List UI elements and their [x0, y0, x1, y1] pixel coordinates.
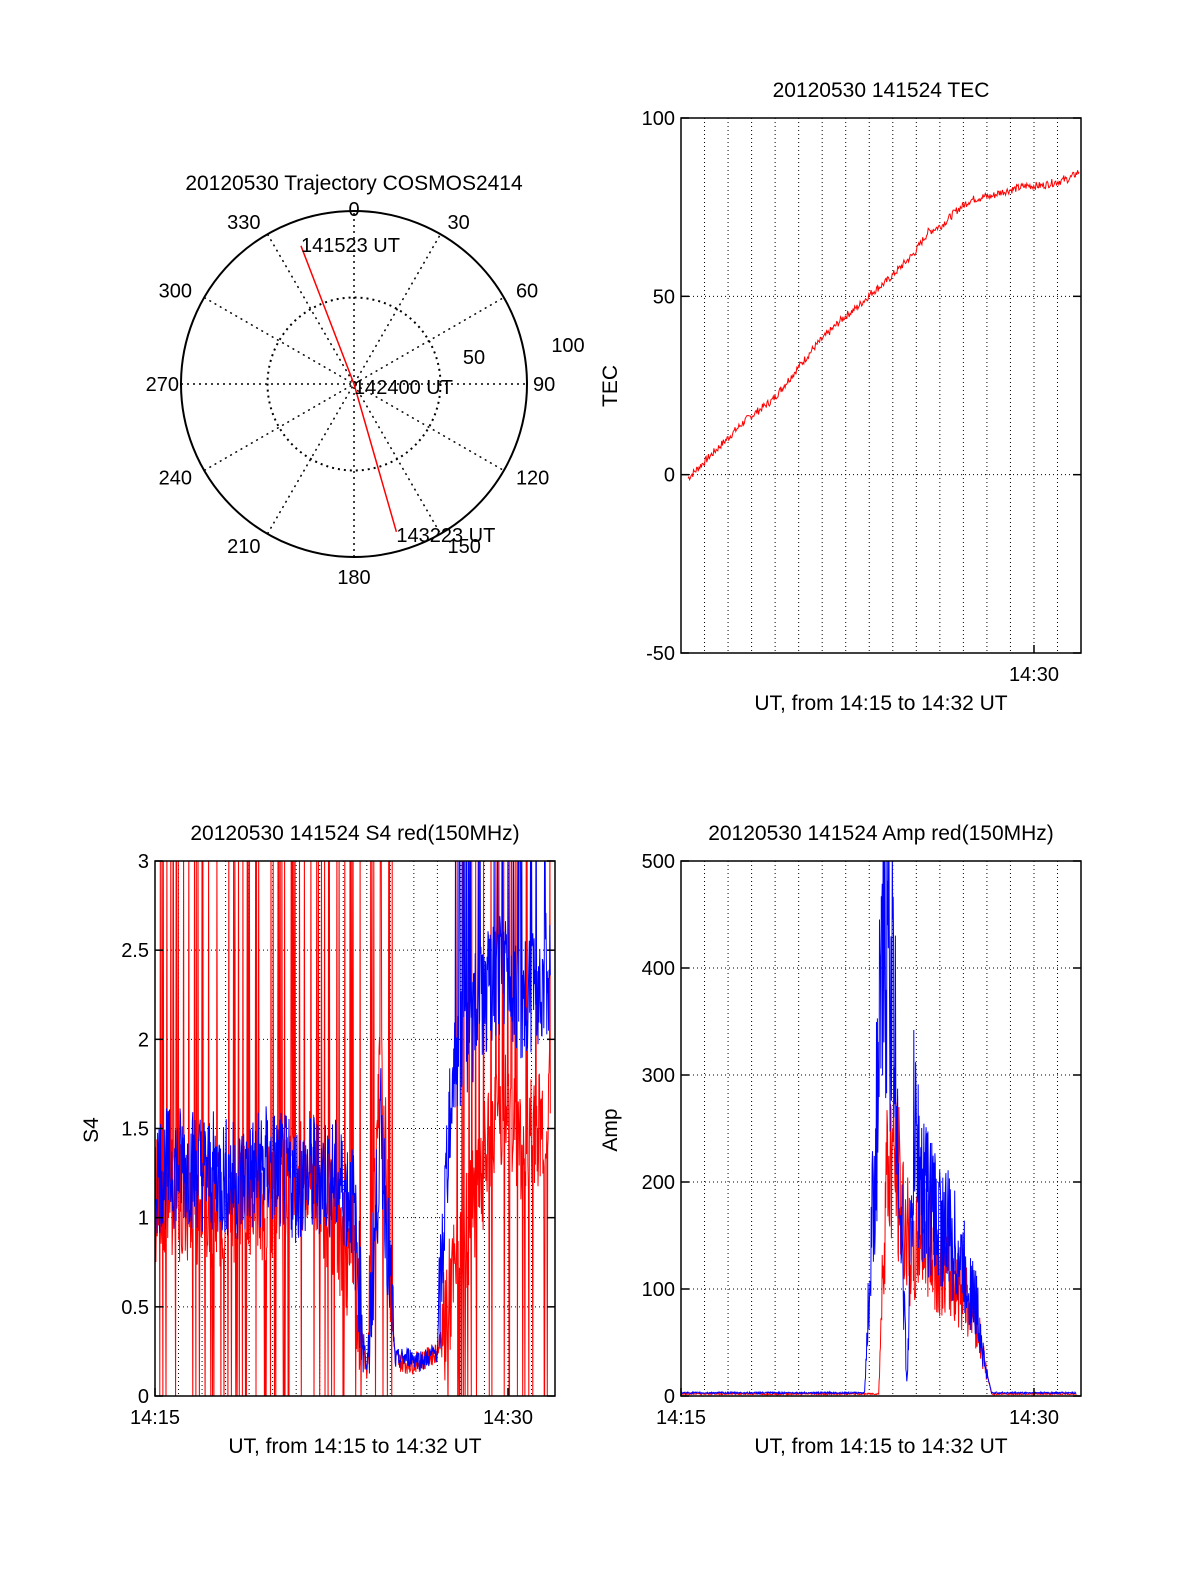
amp-x-tick-label: 14:15 — [656, 1407, 706, 1429]
amp-x-tick-label: 14:30 — [1009, 1407, 1059, 1429]
polar-grid — [180, 210, 528, 558]
polar-angle-label: 180 — [337, 567, 370, 589]
polar-radial-ticks: 50 100 — [463, 335, 585, 369]
s4-plot: 20120530 141524 S4 red(150MHz) 3 2.5 2 1.5 1… — [80, 822, 556, 1458]
s4-x-ticks: 14:15 14:30 — [130, 1388, 533, 1429]
amp-plot-frame — [680, 860, 1082, 1397]
polar-time-annotation: 141523 UT — [301, 235, 400, 257]
amp-y-tick-label: 0 — [664, 1386, 675, 1408]
amp-series — [681, 861, 1077, 1396]
trajectory-polar-plot: 20120530 Trajectory COSMOS2414 0 30 60 90 12… — [146, 172, 585, 589]
polar-title: 20120530 Trajectory COSMOS2414 — [185, 172, 523, 195]
tec-plot: 20120530 141524 TEC 100 50 0 -50 14:30 UT, … — [599, 79, 1082, 715]
tec-y-ticks: 100 50 0 -50 — [642, 108, 1081, 665]
tec-y-tick-label: -50 — [646, 643, 675, 665]
amp-ylabel: Amp — [599, 1108, 622, 1151]
amp-series-line — [681, 861, 1077, 1396]
s4-y-tick-label: 0 — [138, 1386, 149, 1408]
s4-y-tick-label: 3 — [138, 851, 149, 873]
tec-y-tick-label: 50 — [653, 286, 675, 308]
tec-xlabel: UT, from 14:15 to 14:32 UT — [754, 692, 1007, 715]
polar-angle-label: 30 — [448, 212, 470, 234]
amp-x-ticks: 14:15 14:30 — [656, 1388, 1059, 1429]
polar-angle-label: 90 — [533, 374, 555, 396]
polar-angle-label: 270 — [146, 374, 179, 396]
polar-angle-ticks: 0 30 60 90 120 150 180 210 240 270 300 330 — [146, 199, 556, 589]
s4-x-tick-label: 14:30 — [483, 1407, 533, 1429]
tec-title: 20120530 141524 TEC — [773, 79, 990, 102]
s4-ylabel: S4 — [80, 1117, 103, 1143]
tec-series-line — [687, 170, 1080, 482]
amp-xlabel: UT, from 14:15 to 14:32 UT — [754, 1435, 1007, 1458]
tec-series — [687, 170, 1080, 482]
polar-angle-label: 60 — [516, 281, 538, 303]
tec-y-tick-label: 0 — [664, 465, 675, 487]
amp-y-tick-label: 200 — [642, 1172, 675, 1194]
s4-title: 20120530 141524 S4 red(150MHz) — [190, 822, 519, 845]
s4-series — [155, 861, 551, 1396]
polar-trajectory-series — [300, 245, 398, 533]
s4-y-tick-label: 2 — [138, 1029, 149, 1051]
s4-y-tick-label: 0.5 — [121, 1297, 149, 1319]
tec-y-tick-label: 100 — [642, 108, 675, 130]
polar-angle-label: 120 — [516, 468, 549, 490]
polar-spoke — [203, 296, 505, 472]
polar-time-annotation: 143223 UT — [396, 525, 495, 547]
polar-angle-label: 150 — [448, 536, 481, 558]
polar-angle-label: 210 — [227, 536, 260, 558]
amp-series-line — [681, 1066, 1077, 1396]
polar-annotations: 141523 UT 142400 UT 143223 UT — [301, 235, 495, 547]
amp-y-tick-label: 400 — [642, 958, 675, 980]
tec-x-tick-label: 14:30 — [1009, 664, 1059, 686]
polar-angle-label: 0 — [348, 199, 359, 221]
polar-radial-label: 100 — [551, 335, 584, 357]
amp-y-ticks: 500 400 300 200 100 0 — [642, 851, 1081, 1408]
s4-y-tick-label: 1 — [138, 1208, 149, 1230]
amp-plot: 20120530 141524 Amp red(150MHz) 500 400 30… — [599, 822, 1082, 1458]
polar-angle-label: 330 — [227, 212, 260, 234]
amp-y-tick-label: 500 — [642, 851, 675, 873]
tec-plot-frame — [680, 117, 1082, 654]
tec-x-ticks: 14:30 — [1009, 645, 1059, 686]
s4-y-tick-label: 2.5 — [121, 940, 149, 962]
amp-y-tick-label: 300 — [642, 1065, 675, 1087]
s4-xlabel: UT, from 14:15 to 14:32 UT — [228, 1435, 481, 1458]
polar-trajectory-line — [300, 245, 398, 533]
s4-series-line — [155, 861, 551, 1374]
polar-angle-label: 240 — [159, 468, 192, 490]
polar-spoke — [266, 233, 442, 535]
amp-y-tick-label: 100 — [642, 1279, 675, 1301]
polar-angle-label: 300 — [159, 281, 192, 303]
s4-y-ticks: 3 2.5 2 1.5 1 0.5 0 — [121, 851, 555, 1408]
s4-series-line — [155, 861, 551, 1396]
tec-ylabel: TEC — [599, 365, 622, 407]
polar-spoke — [266, 233, 442, 535]
amp-title: 20120530 141524 Amp red(150MHz) — [708, 822, 1054, 845]
polar-radial-label: 50 — [463, 347, 485, 369]
polar-time-annotation: 142400 UT — [354, 377, 453, 399]
s4-x-tick-label: 14:15 — [130, 1407, 180, 1429]
polar-spoke — [203, 296, 505, 472]
s4-y-tick-label: 1.5 — [121, 1119, 149, 1141]
tec-grid — [681, 118, 1081, 653]
